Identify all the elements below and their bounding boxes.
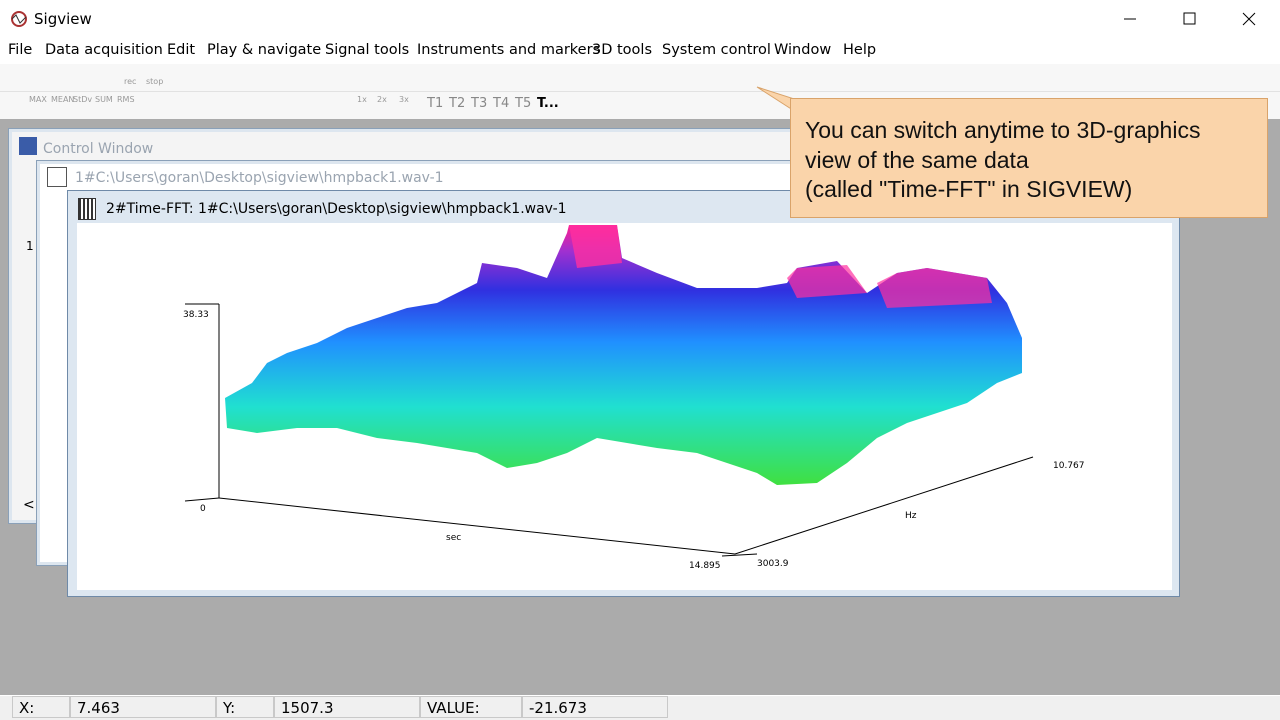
window-controls[interactable] xyxy=(1110,0,1280,38)
y-min-label: 3003.9 xyxy=(757,559,789,569)
plot-3d: 38.33 0 sec 14.895 3003.9 Hz 10.767 xyxy=(77,223,1172,590)
menu-item[interactable]: Instruments and markers xyxy=(417,42,601,58)
status-label: X: xyxy=(12,696,70,718)
title-bar: Sigview xyxy=(0,0,1280,38)
app-icon xyxy=(11,11,27,27)
window-title: Control Window xyxy=(43,141,154,157)
x-max-label: 14.895 xyxy=(689,561,721,571)
toolbar-icon-label[interactable]: RMS xyxy=(117,95,135,104)
toolbar-icon-label[interactable]: 2x xyxy=(377,95,387,104)
window-icon xyxy=(19,137,37,155)
status-bar: X: 7.463 Y: 1507.3 VALUE: -21.673 xyxy=(0,696,1280,720)
menu-item[interactable]: System control xyxy=(662,42,771,58)
y-axis-label: Hz xyxy=(905,511,917,521)
trace-button[interactable]: T1 xyxy=(427,96,444,111)
callout-line: view of the same data xyxy=(805,146,1029,173)
toolbar-icon-label[interactable]: 1x xyxy=(357,95,367,104)
menu-item[interactable]: 3D tools xyxy=(592,42,653,58)
axes xyxy=(184,303,1034,557)
menu-item[interactable]: Window xyxy=(774,42,832,58)
y-max-label: 10.767 xyxy=(1053,461,1085,471)
status-value: 7.463 xyxy=(70,696,216,718)
menu-item[interactable]: Edit xyxy=(167,42,196,58)
status-value: 1507.3 xyxy=(274,696,420,718)
toolbar-icon-label[interactable]: 3x xyxy=(399,95,409,104)
callout-line: (called "Time-FFT" in SIGVIEW) xyxy=(805,176,1133,202)
axis-labels: 38.33 0 sec 14.895 3003.9 Hz 10.767 xyxy=(183,310,1085,571)
fft-window: 2#Time-FFT: 1#C:\Users\goran\Desktop\sig… xyxy=(67,190,1180,597)
surface-peak xyxy=(877,268,992,308)
callout-line: You can switch anytime to 3D-graphics xyxy=(805,117,1201,143)
menu-item[interactable]: Play & navigate xyxy=(207,42,322,58)
window-title: 2#Time-FFT: 1#C:\Users\goran\Desktop\sig… xyxy=(106,201,567,217)
window-icon xyxy=(47,167,67,187)
trace-button[interactable]: T5 xyxy=(515,96,532,111)
toolbar-icon-label[interactable]: rec xyxy=(124,77,137,86)
toolbar-icon-label[interactable]: MEAN xyxy=(51,95,75,104)
toolbar-icon-label[interactable]: SUM xyxy=(95,95,113,104)
x-axis-label: sec xyxy=(446,533,461,543)
window-icon xyxy=(78,198,96,220)
status-label: VALUE: xyxy=(420,696,522,718)
scroll-button[interactable]: < xyxy=(23,497,35,513)
z-max-label: 38.33 xyxy=(183,310,209,320)
surface-peak xyxy=(569,225,622,268)
channel-label: 1 xyxy=(26,239,34,253)
toolbar-icon-label[interactable]: stop xyxy=(146,77,164,86)
trace-button[interactable]: T3 xyxy=(471,96,488,111)
window-title: 1#C:\Users\goran\Desktop\sigview\hmpback… xyxy=(75,170,444,186)
trace-button[interactable]: T2 xyxy=(449,96,466,111)
surface-peak xyxy=(787,265,867,298)
toolbar: rec stop xyxy=(0,64,1280,92)
status-value: -21.673 xyxy=(522,696,668,718)
status-label: Y: xyxy=(216,696,274,718)
toolbar-icon-label[interactable]: MAX xyxy=(29,95,47,104)
menu-item[interactable]: Data acquisition xyxy=(45,42,163,58)
toolbar-icon-label[interactable]: StDv xyxy=(73,95,93,104)
z-min-label: 0 xyxy=(200,504,206,514)
trace-button[interactable]: T4 xyxy=(493,96,510,111)
callout: You can switch anytime to 3D-graphics vie… xyxy=(790,98,1268,218)
window-title: Sigview xyxy=(34,10,92,28)
trace-button[interactable]: T... xyxy=(537,96,559,111)
menu-item[interactable]: Signal tools xyxy=(325,42,410,58)
menu-item[interactable]: File xyxy=(8,42,33,58)
menu-item[interactable]: Help xyxy=(843,42,877,58)
menu-bar: File Data acquisition Edit Play & navigate S… xyxy=(0,38,1280,64)
